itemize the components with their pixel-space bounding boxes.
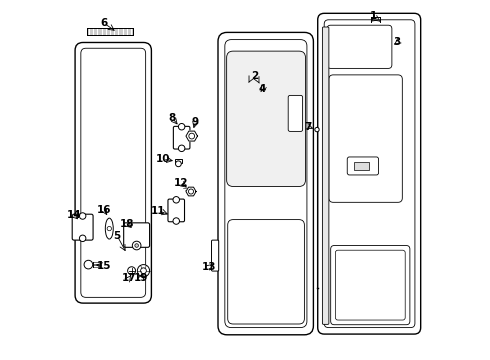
Text: 13: 13 [202, 262, 216, 272]
Text: 1: 1 [370, 11, 377, 21]
Text: 16: 16 [97, 204, 111, 215]
Circle shape [315, 127, 319, 132]
Text: 2: 2 [251, 71, 259, 81]
FancyBboxPatch shape [168, 199, 185, 222]
FancyBboxPatch shape [335, 250, 405, 320]
Text: 12: 12 [173, 178, 188, 188]
FancyBboxPatch shape [329, 75, 402, 202]
FancyBboxPatch shape [322, 27, 329, 324]
Text: 9: 9 [192, 117, 199, 127]
Circle shape [141, 268, 147, 274]
Text: 19: 19 [134, 273, 148, 283]
Text: 4: 4 [259, 84, 266, 94]
Text: 8: 8 [169, 113, 176, 123]
Circle shape [173, 218, 179, 224]
Text: 17: 17 [122, 273, 136, 283]
Circle shape [107, 226, 111, 231]
Text: 18: 18 [120, 219, 134, 229]
Circle shape [79, 213, 86, 219]
Text: 14: 14 [67, 210, 81, 220]
FancyBboxPatch shape [81, 48, 146, 297]
FancyBboxPatch shape [225, 40, 307, 328]
FancyBboxPatch shape [288, 95, 303, 131]
FancyBboxPatch shape [212, 240, 219, 271]
Circle shape [132, 241, 141, 250]
Text: 3: 3 [393, 37, 400, 48]
FancyBboxPatch shape [227, 51, 305, 186]
FancyBboxPatch shape [327, 25, 392, 68]
Circle shape [178, 123, 185, 130]
FancyBboxPatch shape [173, 126, 190, 149]
Ellipse shape [105, 218, 113, 239]
Circle shape [189, 133, 195, 139]
FancyBboxPatch shape [123, 223, 149, 247]
Text: 7: 7 [305, 122, 312, 132]
Text: 11: 11 [150, 206, 165, 216]
Circle shape [175, 161, 181, 167]
Bar [175, 159, 182, 163]
Circle shape [79, 235, 86, 242]
Circle shape [127, 267, 136, 275]
Circle shape [173, 197, 179, 203]
FancyBboxPatch shape [75, 42, 151, 303]
Circle shape [84, 260, 93, 269]
Bar [87, 28, 133, 35]
Polygon shape [186, 187, 196, 196]
Text: 5: 5 [114, 231, 121, 241]
Polygon shape [186, 131, 197, 141]
FancyBboxPatch shape [347, 157, 379, 175]
Circle shape [137, 265, 149, 277]
Circle shape [135, 244, 139, 247]
Circle shape [189, 189, 194, 194]
FancyBboxPatch shape [318, 13, 421, 334]
Text: 10: 10 [156, 154, 170, 164]
Bar [354, 162, 369, 170]
FancyBboxPatch shape [324, 20, 415, 328]
Circle shape [178, 145, 185, 152]
Text: 6: 6 [100, 18, 107, 28]
FancyBboxPatch shape [72, 214, 93, 240]
FancyBboxPatch shape [331, 246, 410, 325]
FancyBboxPatch shape [218, 32, 314, 335]
FancyBboxPatch shape [228, 220, 304, 324]
Text: 15: 15 [97, 261, 111, 271]
